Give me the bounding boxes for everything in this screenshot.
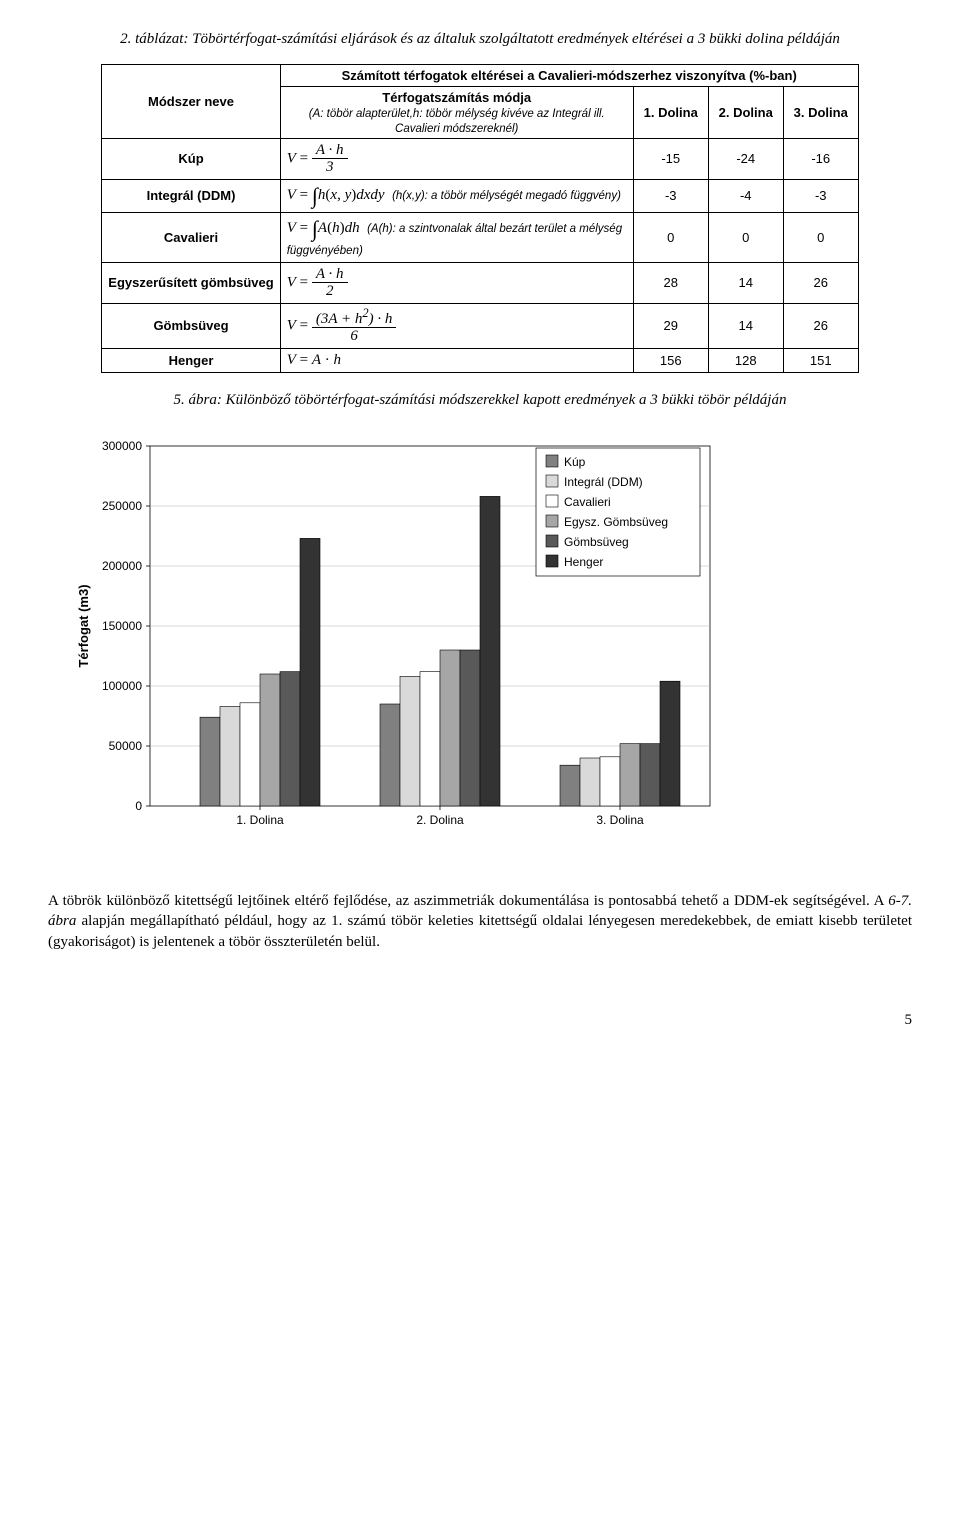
svg-text:50000: 50000	[109, 739, 143, 753]
cell-d1: 156	[633, 348, 708, 372]
table-caption: 2. táblázat: Töbörtérfogat-számítási elj…	[48, 30, 912, 50]
cell-d3: 26	[783, 303, 858, 348]
cell-d2: 14	[708, 303, 783, 348]
cell-d3: 0	[783, 212, 858, 262]
cell-d2: 14	[708, 262, 783, 303]
table-row: Egyszerűsített gömbsüveg V = A · h2 28 1…	[102, 262, 858, 303]
table-row: Henger V = A · h 156 128 151	[102, 348, 858, 372]
cell-d1: -3	[633, 179, 708, 212]
th-d2: 2. Dolina	[708, 86, 783, 138]
cell-d1: 0	[633, 212, 708, 262]
svg-text:200000: 200000	[102, 559, 142, 573]
cell-formula: V = A · h3	[280, 138, 633, 179]
cell-formula: V = ∫h(x, y)dxdy (h(x,y): a töbör mélysé…	[280, 179, 633, 212]
th-d1: 1. Dolina	[633, 86, 708, 138]
svg-text:Henger: Henger	[564, 555, 603, 569]
svg-text:Kúp: Kúp	[564, 455, 586, 469]
svg-text:250000: 250000	[102, 499, 142, 513]
svg-text:2. Dolina: 2. Dolina	[416, 813, 464, 827]
cell-d2: -24	[708, 138, 783, 179]
cell-method: Cavalieri	[102, 212, 280, 262]
svg-text:Egysz. Gömbsüveg: Egysz. Gömbsüveg	[564, 515, 668, 529]
cell-d1: 28	[633, 262, 708, 303]
table-row: Integrál (DDM) V = ∫h(x, y)dxdy (h(x,y):…	[102, 179, 858, 212]
body-paragraph: A töbrök különböző kitettségű lejtőinek …	[48, 891, 912, 952]
page-number: 5	[48, 1012, 912, 1029]
cell-method: Integrál (DDM)	[102, 179, 280, 212]
svg-text:150000: 150000	[102, 619, 142, 633]
cell-d2: 0	[708, 212, 783, 262]
formula-hint: (h(x,y): a töbör mélységét megadó függvé…	[392, 190, 621, 202]
cell-formula: V = (3A + h2) · h6	[280, 303, 633, 348]
table-row: Gömbsüveg V = (3A + h2) · h6 29 14 26	[102, 303, 858, 348]
bar-chart: 0 50000 100000 150000 200000 250000 300000 Térf…	[70, 428, 890, 873]
cell-formula: V = ∫A(h)dh (A(h): a szintvonalak által …	[280, 212, 633, 262]
svg-text:0: 0	[135, 799, 142, 813]
cell-method: Egyszerűsített gömbsüveg	[102, 262, 280, 303]
table-row: Cavalieri V = ∫A(h)dh (A(h): a szintvona…	[102, 212, 858, 262]
svg-text:300000: 300000	[102, 439, 142, 453]
cell-d3: -16	[783, 138, 858, 179]
th-formula-label: Térfogatszámítás módja	[382, 90, 531, 105]
cell-method: Henger	[102, 348, 280, 372]
figure-caption: 5. ábra: Különböző töbörtérfogat-számítá…	[48, 391, 912, 411]
cell-formula: V = A · h2	[280, 262, 633, 303]
cell-d3: 26	[783, 262, 858, 303]
cell-d3: -3	[783, 179, 858, 212]
svg-text:Gömbsüveg: Gömbsüveg	[564, 535, 629, 549]
svg-text:1. Dolina: 1. Dolina	[236, 813, 284, 827]
th-formula: Térfogatszámítás módja (A: töbör alapter…	[280, 86, 633, 138]
svg-text:100000: 100000	[102, 679, 142, 693]
cell-method: Gömbsüveg	[102, 303, 280, 348]
cell-d2: -4	[708, 179, 783, 212]
svg-text:3. Dolina: 3. Dolina	[596, 813, 644, 827]
cell-d3: 151	[783, 348, 858, 372]
th-super: Számított térfogatok eltérései a Cavalie…	[280, 64, 858, 86]
cell-method: Kúp	[102, 138, 280, 179]
svg-text:Integrál (DDM): Integrál (DDM)	[564, 475, 643, 489]
cell-formula: V = A · h	[280, 348, 633, 372]
table-row: Kúp V = A · h3 -15 -24 -16	[102, 138, 858, 179]
th-method: Módszer neve	[102, 64, 280, 138]
th-d3: 3. Dolina	[783, 86, 858, 138]
th-formula-sub: (A: töbör alapterület,h: töbör mélység k…	[309, 108, 605, 135]
svg-text:Térfogat (m3): Térfogat (m3)	[76, 584, 91, 667]
svg-text:Cavalieri: Cavalieri	[564, 495, 611, 509]
cell-d1: -15	[633, 138, 708, 179]
cell-d2: 128	[708, 348, 783, 372]
results-table: Módszer neve Számított térfogatok eltéré…	[101, 64, 858, 373]
cell-d1: 29	[633, 303, 708, 348]
